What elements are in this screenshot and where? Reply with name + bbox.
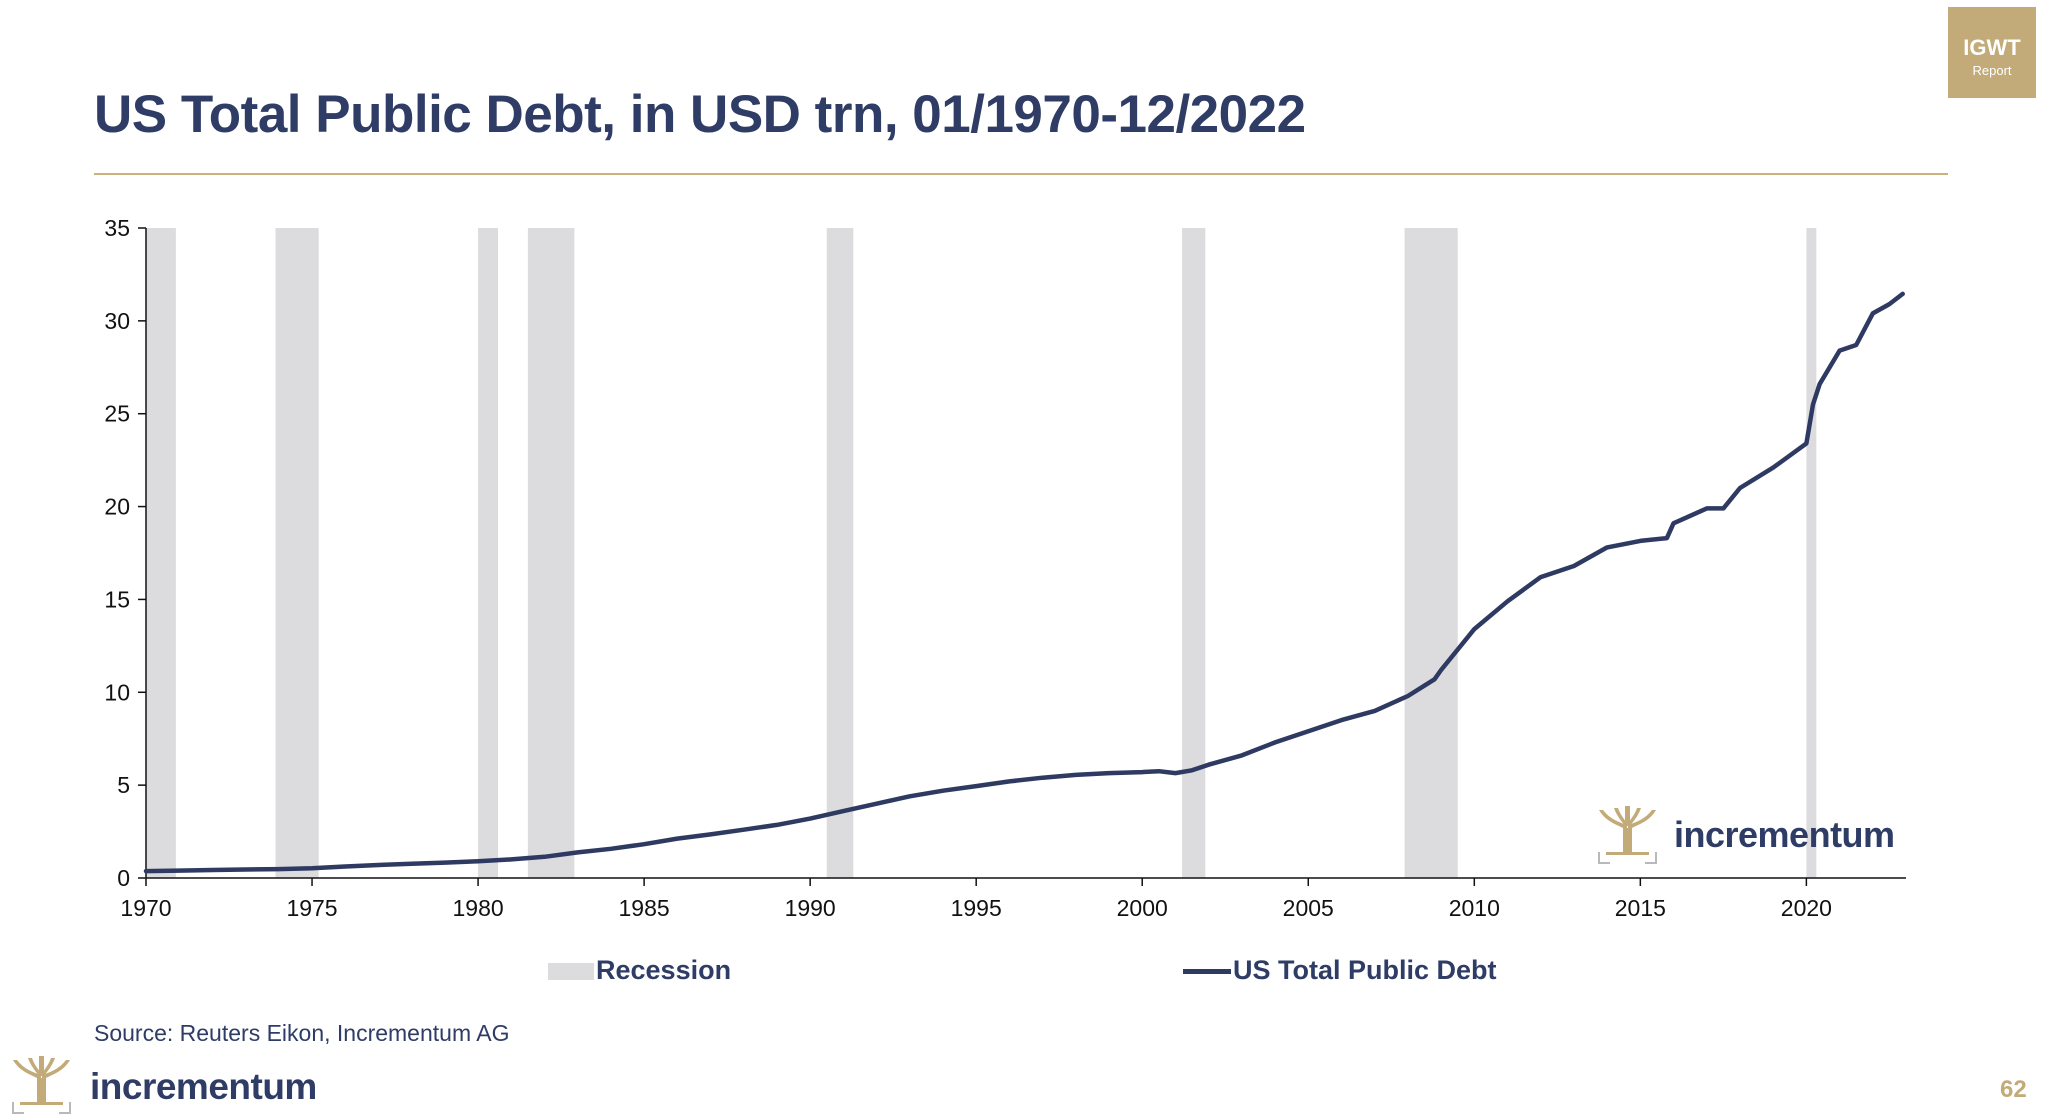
page-title: US Total Public Debt, in USD trn, 01/197… — [94, 85, 1306, 144]
debt-series-line — [143, 291, 1905, 874]
y-tick-label: 0 — [117, 865, 130, 891]
incrementum-chart-logo: incrementum — [1596, 806, 1895, 869]
footer-brand-wordmark: incrementum — [90, 1066, 317, 1107]
x-tick-label: 1985 — [619, 895, 670, 921]
recession-bands — [146, 228, 1817, 878]
tree-logo-icon — [1598, 806, 1657, 864]
recession-band — [1182, 228, 1206, 878]
title-divider — [94, 173, 1948, 175]
y-tick-label: 35 — [104, 215, 130, 241]
recession-band — [527, 228, 575, 878]
source-note: Source: Reuters Eikon, Incrementum AG — [94, 1020, 510, 1046]
debt-line-chart: 0 5 10 15 20 25 30 35 1970 1975 1980 1985 1990 1995 20… — [104, 215, 1906, 921]
y-tick-label: 30 — [104, 308, 130, 334]
badge-subtitle: Report — [1972, 63, 2012, 78]
debt-line-swatch — [1183, 969, 1231, 975]
y-tick-label: 5 — [117, 772, 130, 798]
recession-band — [478, 228, 498, 878]
chart-brand-wordmark: incrementum — [1674, 814, 1895, 855]
x-tick-label: 2020 — [1781, 895, 1832, 921]
igwt-report-badge: IGWT Report — [1948, 7, 2036, 98]
page-number: 62 — [2000, 1076, 2027, 1103]
x-tick-label: 1990 — [785, 895, 836, 921]
chart-axes: 0 5 10 15 20 25 30 35 1970 1975 1980 1985 1990 1995 20… — [104, 215, 1906, 921]
x-tick-label: 2015 — [1615, 895, 1666, 921]
recession-band — [146, 228, 176, 878]
y-tick-label: 20 — [104, 494, 130, 520]
recession-band — [1806, 228, 1817, 878]
legend-recession-label: Recession — [596, 955, 732, 985]
x-tick-label: 2005 — [1283, 895, 1334, 921]
recession-swatch — [548, 963, 594, 981]
x-tick-label: 1980 — [452, 895, 503, 921]
x-tick-label: 2000 — [1117, 895, 1168, 921]
x-tick-label: 1975 — [286, 895, 337, 921]
legend-debt-label: US Total Public Debt — [1233, 955, 1497, 985]
y-tick-label: 25 — [104, 401, 130, 427]
badge-title: IGWT — [1963, 35, 2021, 60]
x-tick-label: 2010 — [1449, 895, 1500, 921]
tree-logo-icon — [12, 1056, 71, 1114]
legend-recession: Recession — [548, 955, 731, 986]
y-tick-label: 15 — [104, 586, 130, 612]
x-tick-label: 1970 — [120, 895, 171, 921]
y-tick-label: 10 — [104, 679, 130, 705]
x-tick-label: 1995 — [951, 895, 1002, 921]
debt-series — [143, 291, 1905, 874]
legend-debt: US Total Public Debt — [1183, 955, 1497, 986]
recession-band — [275, 228, 319, 878]
recession-band — [826, 228, 854, 878]
incrementum-footer-logo: incrementum — [10, 1056, 317, 1119]
recession-band — [1404, 228, 1458, 878]
